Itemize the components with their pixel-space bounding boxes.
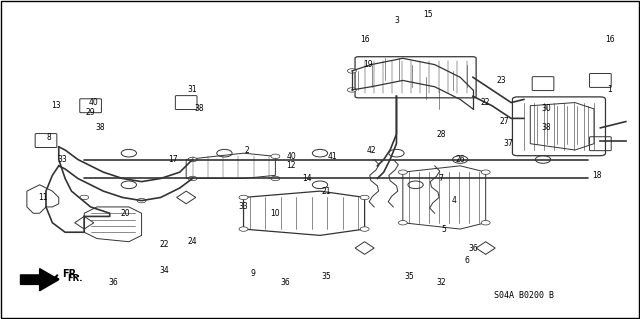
Circle shape: [80, 195, 89, 200]
Circle shape: [188, 157, 197, 162]
Text: 38: 38: [194, 104, 204, 113]
Polygon shape: [20, 269, 59, 291]
Text: 36: 36: [108, 278, 118, 287]
Circle shape: [398, 220, 407, 225]
Text: 13: 13: [51, 101, 60, 110]
Text: 28: 28: [436, 130, 446, 139]
Text: 8: 8: [47, 133, 52, 142]
Text: 36: 36: [280, 278, 290, 287]
Circle shape: [398, 170, 407, 174]
Circle shape: [481, 170, 490, 174]
Text: 23: 23: [497, 76, 506, 85]
Circle shape: [348, 88, 356, 92]
Circle shape: [360, 227, 369, 231]
Text: 5: 5: [442, 225, 447, 234]
Text: FR.: FR.: [54, 269, 80, 279]
Text: 36: 36: [468, 243, 478, 253]
Text: 7: 7: [438, 174, 444, 183]
Text: 38: 38: [541, 123, 551, 132]
Text: 12: 12: [287, 161, 296, 170]
Circle shape: [271, 176, 280, 181]
Text: 20: 20: [121, 209, 131, 218]
Text: 21: 21: [322, 187, 331, 196]
Text: 24: 24: [188, 237, 197, 246]
Text: 29: 29: [86, 108, 95, 116]
Text: 33: 33: [239, 203, 248, 211]
Text: 9: 9: [251, 269, 255, 278]
Circle shape: [348, 69, 356, 73]
Text: 14: 14: [303, 174, 312, 183]
Text: 17: 17: [168, 155, 179, 164]
Text: 18: 18: [593, 171, 602, 180]
Text: 35: 35: [321, 272, 332, 281]
Text: 27: 27: [500, 117, 509, 126]
Text: 34: 34: [159, 266, 169, 275]
Circle shape: [481, 220, 490, 225]
Text: 32: 32: [436, 278, 446, 287]
Text: 31: 31: [188, 85, 197, 94]
Circle shape: [360, 195, 369, 200]
Circle shape: [239, 227, 248, 231]
Text: 22: 22: [481, 98, 490, 107]
Circle shape: [137, 198, 146, 203]
Circle shape: [271, 154, 280, 159]
Text: 22: 22: [159, 241, 168, 249]
Text: FR.: FR.: [67, 274, 83, 283]
Circle shape: [239, 195, 248, 200]
Text: 10: 10: [271, 209, 280, 218]
Text: 15: 15: [424, 10, 433, 19]
Text: 4: 4: [451, 196, 456, 205]
Text: 2: 2: [244, 145, 249, 154]
Text: 40: 40: [89, 98, 99, 107]
Text: 40: 40: [287, 152, 296, 161]
Text: 1: 1: [607, 85, 612, 94]
Text: 16: 16: [360, 35, 369, 44]
Text: 30: 30: [541, 104, 551, 113]
Text: 3: 3: [394, 16, 399, 25]
Text: 26: 26: [456, 155, 465, 164]
Circle shape: [188, 176, 197, 181]
Text: 41: 41: [328, 152, 337, 161]
Text: 37: 37: [503, 139, 513, 148]
Text: 6: 6: [464, 256, 469, 265]
Text: 35: 35: [404, 272, 414, 281]
Text: 11: 11: [38, 193, 47, 202]
Text: 19: 19: [363, 60, 372, 69]
Text: 38: 38: [95, 123, 105, 132]
Text: 33: 33: [57, 155, 67, 164]
Text: 42: 42: [366, 145, 376, 154]
Text: 16: 16: [605, 35, 615, 44]
Text: S04A B0200 B: S04A B0200 B: [494, 291, 554, 300]
